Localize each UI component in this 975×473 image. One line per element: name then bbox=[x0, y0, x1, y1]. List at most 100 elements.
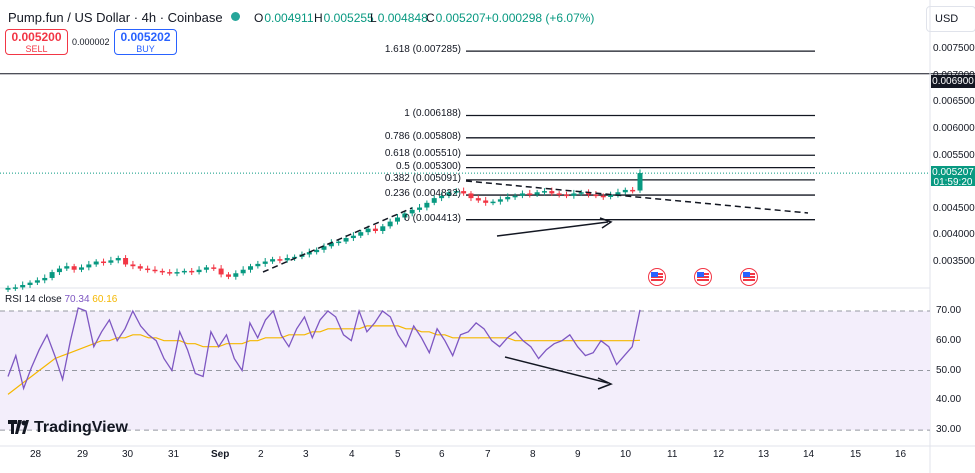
candle-body bbox=[152, 269, 158, 272]
candle-body bbox=[519, 193, 525, 196]
date-axis-tick: 14 bbox=[803, 449, 815, 460]
candle-body bbox=[248, 266, 254, 270]
date-axis-tick: 4 bbox=[349, 449, 355, 460]
candle-body bbox=[181, 270, 187, 273]
candle-body bbox=[475, 198, 481, 201]
price-axis-tick: 0.004000 bbox=[933, 229, 975, 240]
candle-body bbox=[306, 252, 312, 255]
rsi-legend[interactable]: RSI 14 close 70.34 60.16 bbox=[5, 294, 117, 305]
candle-body bbox=[608, 194, 614, 197]
price-axis-tick: 0.005500 bbox=[933, 150, 975, 161]
trendline-dashed bbox=[465, 180, 809, 214]
fib-level-label: 0.786 (0.005808) bbox=[384, 130, 461, 142]
rsi-axis-tick: 70.00 bbox=[936, 304, 962, 316]
tradingview-logo[interactable]: TradingView bbox=[8, 419, 128, 437]
candle-body bbox=[431, 198, 437, 203]
fib-level-label: 1.618 (0.007285) bbox=[384, 44, 461, 56]
date-axis-tick: 11 bbox=[667, 449, 678, 460]
candle-body bbox=[541, 191, 547, 193]
fib-level-label: 0.618 (0.005510) bbox=[384, 148, 461, 160]
candle-body bbox=[321, 246, 327, 250]
candle-body bbox=[115, 258, 121, 261]
date-axis-tick: 3 bbox=[303, 449, 309, 460]
candle-body bbox=[446, 192, 452, 196]
date-axis-tick: 7 bbox=[485, 449, 491, 460]
candle-body bbox=[336, 241, 342, 244]
candle-body bbox=[439, 195, 445, 199]
candle-body bbox=[78, 267, 84, 270]
date-axis-tick: 6 bbox=[439, 449, 445, 460]
candle-body bbox=[527, 193, 533, 195]
rsi-title: RSI 14 close bbox=[5, 294, 62, 305]
candle-body bbox=[358, 232, 364, 236]
date-axis-tick: Sep bbox=[211, 449, 230, 460]
price-axis-tick: 0.006500 bbox=[933, 96, 975, 107]
candle-body bbox=[130, 264, 136, 267]
price-axis-tick: 0.004500 bbox=[933, 203, 975, 214]
sell-button[interactable]: 0.005200 SELL bbox=[5, 29, 68, 55]
candle-body bbox=[225, 274, 231, 277]
date-axis-tick: 2 bbox=[258, 449, 264, 460]
candle-body bbox=[270, 259, 276, 262]
buy-button[interactable]: 0.005202 BUY bbox=[114, 29, 177, 55]
date-axis-tick: 8 bbox=[530, 449, 536, 460]
candle-body bbox=[233, 273, 239, 277]
candle-body bbox=[174, 272, 180, 274]
symbol-title[interactable]: Pump.fun / US Dollar · 4h · Coinbase bbox=[8, 10, 223, 25]
ohlc-change: +0.000298 (+6.07%) bbox=[485, 11, 595, 25]
candle-body bbox=[292, 256, 298, 259]
candle-body bbox=[593, 194, 599, 197]
candle-body bbox=[108, 260, 114, 263]
candle-body bbox=[27, 282, 33, 285]
currency-selector[interactable]: USD bbox=[926, 6, 975, 32]
tradingview-logo-text: TradingView bbox=[34, 419, 128, 436]
candle-body bbox=[600, 195, 606, 198]
candle-body bbox=[468, 193, 474, 199]
date-axis-tick: 30 bbox=[122, 449, 134, 460]
candle-body bbox=[328, 242, 334, 247]
candle-body bbox=[417, 207, 423, 210]
arrow-head-icon bbox=[599, 217, 613, 229]
date-axis-tick: 13 bbox=[758, 449, 770, 460]
candle-body bbox=[343, 238, 349, 242]
chart-header: Pump.fun / US Dollar · 4h · Coinbase O0.… bbox=[0, 0, 925, 60]
date-axis-tick: 16 bbox=[895, 449, 907, 460]
candle-body bbox=[203, 267, 209, 270]
candle-body bbox=[578, 192, 584, 194]
candle-body bbox=[189, 270, 195, 273]
candle-body bbox=[372, 228, 378, 231]
candle-body bbox=[505, 196, 511, 200]
buy-price: 0.005202 bbox=[120, 30, 171, 44]
candle-body bbox=[34, 280, 40, 283]
date-axis-tick: 15 bbox=[850, 449, 862, 460]
candle-body bbox=[549, 191, 555, 194]
date-axis-tick: 31 bbox=[168, 449, 180, 460]
candle-body bbox=[137, 266, 143, 269]
candle-body bbox=[196, 269, 202, 273]
candle-body bbox=[49, 272, 55, 278]
candle-body bbox=[5, 287, 11, 290]
candle-body bbox=[218, 268, 224, 275]
candle-body bbox=[145, 268, 151, 271]
candle-body bbox=[637, 173, 643, 191]
candle-body bbox=[64, 266, 70, 269]
candle-body bbox=[497, 199, 503, 202]
candle-body bbox=[255, 263, 261, 267]
candle-body bbox=[564, 194, 570, 197]
market-open-indicator bbox=[231, 12, 240, 21]
date-axis-tick: 28 bbox=[30, 449, 42, 460]
fib-level-label: 0.5 (0.005300) bbox=[395, 160, 461, 172]
price-axis-tick: 0.006000 bbox=[933, 123, 975, 134]
trendline-dashed bbox=[262, 207, 413, 273]
candle-body bbox=[314, 249, 320, 253]
date-axis-tick: 29 bbox=[77, 449, 89, 460]
spread-value: 0.000002 bbox=[72, 37, 110, 47]
candle-body bbox=[277, 259, 283, 261]
candle-body bbox=[586, 192, 592, 195]
ohlc-close: C0.005207 bbox=[426, 11, 486, 25]
fib-level-label: 1 (0.006188) bbox=[404, 108, 461, 120]
last-price-tag: 0.005207 01:59:20 bbox=[931, 166, 975, 188]
rsi-ma-line bbox=[7, 325, 641, 395]
sell-price: 0.005200 bbox=[11, 30, 62, 44]
